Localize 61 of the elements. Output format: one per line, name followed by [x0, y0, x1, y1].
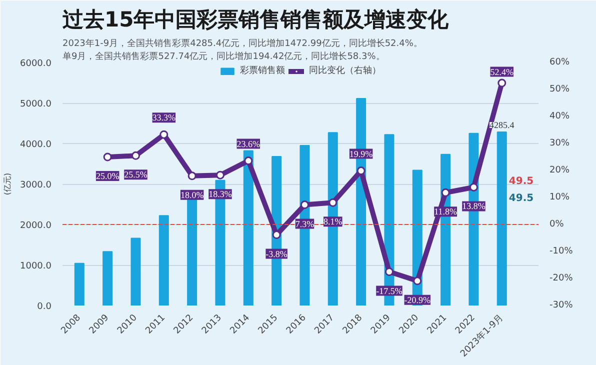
y-tick-label: 2000.0 — [20, 221, 52, 231]
point — [244, 156, 253, 166]
point — [413, 276, 422, 286]
bar — [158, 215, 169, 306]
point — [160, 130, 168, 139]
data-label: -17.5% — [376, 286, 403, 296]
y2-tick-label: 10% — [550, 192, 570, 202]
data-label: -20.9% — [404, 294, 432, 305]
data-label: 18.3% — [208, 189, 232, 200]
point — [103, 152, 112, 162]
data-label: 19.9% — [349, 148, 374, 159]
point — [469, 182, 478, 192]
point — [188, 172, 196, 180]
point — [131, 151, 140, 160]
bar — [74, 262, 84, 306]
y2-tick-label: 40% — [550, 112, 570, 122]
legend-label: 彩票销售额 — [240, 64, 285, 77]
y2-tick-label: -20% — [550, 274, 574, 284]
y-tick-label: 0.0 — [37, 302, 52, 312]
text: 单9月，全国共销售彩票527.74亿元，同比增加194.42亿元，同比增长58.3%。 — [62, 51, 385, 62]
y2-tick-label: 50% — [550, 84, 570, 94]
legend-label: 同比变化（右轴） — [309, 64, 381, 77]
data-label: -3.8% — [266, 248, 288, 259]
data-label: 25.0% — [96, 171, 120, 181]
data-label: 23.6% — [236, 138, 261, 149]
chart-subtitle: 2023年1-9月，全国共销售彩票4285.4亿元，同比增加1472.99亿元，同比增长52.4%。 — [62, 38, 422, 49]
data-label: 7.3% — [295, 218, 315, 229]
y2-tick-label: -10% — [550, 246, 574, 256]
point — [328, 198, 338, 207]
data-label: 11.8% — [434, 206, 458, 217]
point — [384, 268, 394, 276]
bar — [130, 238, 141, 306]
annotation: 49.5 — [508, 193, 534, 204]
bar — [496, 131, 507, 306]
point — [216, 170, 224, 180]
y2-tick-label: 0% — [550, 220, 564, 230]
point — [441, 188, 450, 197]
y2-tick-label: 20% — [550, 166, 570, 176]
annotation: 49.5 — [508, 176, 534, 187]
bar — [102, 251, 113, 306]
y-tick-label: 1000.0 — [20, 262, 52, 272]
bar — [187, 198, 198, 306]
bar — [243, 150, 254, 306]
chart-title: 过去15年中国彩票销售销售额及增速变化 — [62, 8, 450, 32]
data-label: 18.0% — [180, 190, 204, 200]
y-tick-label: 3000.0 — [20, 180, 52, 190]
data-label: 4285.4 — [490, 120, 515, 130]
data-label: 13.8% — [462, 201, 486, 212]
y-tick-label: 5000.0 — [20, 100, 52, 110]
y2-tick-label: 30% — [550, 138, 570, 148]
y2-tick-label: -30% — [550, 300, 574, 310]
data-label: 25.5% — [124, 170, 148, 180]
data-label: 33.3% — [152, 112, 176, 123]
data-label: 52.4% — [490, 66, 514, 77]
y-tick-label: 6000.0 — [20, 59, 52, 69]
y2-tick-label: 60% — [550, 58, 570, 68]
point — [498, 78, 506, 88]
data-label: 8.1% — [324, 216, 343, 227]
point — [300, 200, 309, 210]
y-tick-label: 4000.0 — [20, 140, 52, 150]
y-axis-title: (亿元) — [3, 172, 12, 196]
